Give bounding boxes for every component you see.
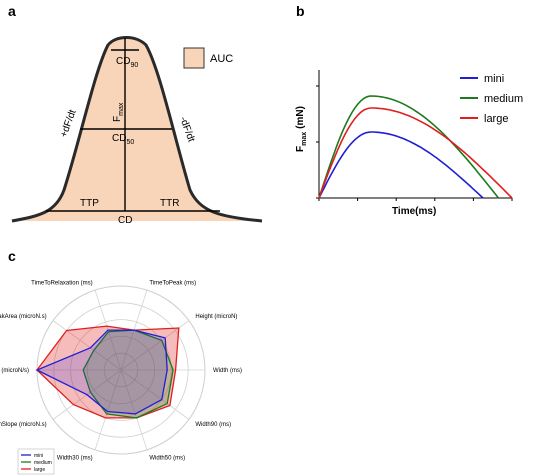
radar-polygon-large xyxy=(36,325,180,419)
panel-a-letter: a xyxy=(8,3,16,19)
radar-axis-label: Width50 (ms) xyxy=(149,456,185,462)
panel-b-legend-label-medium: medium xyxy=(484,93,523,105)
panel-b-line-medium xyxy=(318,95,500,199)
auc-legend-label: AUC xyxy=(210,53,233,65)
radar-axis-label: Width30 (ms) xyxy=(57,456,93,462)
radar-legend-label-mini: mini xyxy=(34,453,43,459)
radar-axis-label: PeakArea (microN.s) xyxy=(0,314,47,320)
radar-axis-label: MaxSlope (microN/s) xyxy=(0,368,29,374)
auc-legend-swatch xyxy=(183,47,205,69)
panel-b-legend-label-mini: mini xyxy=(484,73,504,85)
panel-b-line-mini xyxy=(318,131,484,199)
radar-spoke xyxy=(94,369,122,451)
panel-b-line-large xyxy=(318,107,513,199)
panel-b-y-label: Fmax(mN) xyxy=(295,106,308,152)
panel-b-legend: mini medium large xyxy=(460,73,523,125)
rise-slope-label: +dF/dt xyxy=(58,108,78,139)
auc-curve xyxy=(11,36,263,223)
radar-axis-label: TimeToPeak (ms) xyxy=(149,281,196,287)
fall-slope-label: -dF/dt xyxy=(177,115,196,144)
panel-c-letter: c xyxy=(8,248,16,264)
radar-legend-label-medium: medium xyxy=(34,460,52,466)
ttr-label: TTR xyxy=(160,198,179,209)
panel-b-ticks xyxy=(316,85,513,201)
panel-b-x-label: Time(ms) xyxy=(392,206,436,217)
radar-axis-label: TimeToRelaxation (ms) xyxy=(31,281,92,287)
cd90-label: CD90 xyxy=(116,56,138,69)
radar-polygon-medium xyxy=(82,329,174,419)
panel-b-series xyxy=(318,95,513,199)
cd-label: CD xyxy=(118,215,132,226)
radar-legend-label-large: large xyxy=(34,467,45,473)
radar-polygon-mini xyxy=(35,329,168,415)
radar-axis-labels: TimeToPeak (ms) Height (microN) Width (ms)… xyxy=(0,281,242,462)
cd50-label: CD50 xyxy=(112,133,134,146)
radar-series xyxy=(35,325,180,419)
ttp-label: TTP xyxy=(80,198,99,209)
panel-a-diagram: CD90 CD50 Fmax +dF/dt -dF/dt TTP TTR CD … xyxy=(11,36,263,226)
panel-b-letter: b xyxy=(296,3,305,19)
radar-axis-label: MinSlope (microN.s) xyxy=(0,422,47,428)
radar-spoke xyxy=(120,320,190,371)
radar-spoke xyxy=(120,369,190,420)
radar-axis-label: Width (ms) xyxy=(213,368,242,374)
panel-c-radar: TimeToPeak (ms) Height (microN) Width (ms)… xyxy=(0,281,242,475)
radar-axis-label: Width90 (ms) xyxy=(195,422,231,428)
panel-b-legend-label-large: large xyxy=(484,113,508,125)
fmax-label: Fmax xyxy=(112,102,125,122)
radar-spoke xyxy=(120,369,148,451)
radar-axis-label: Height (microN) xyxy=(195,314,237,320)
radar-spoke xyxy=(52,320,122,371)
panel-b-chart: Time(ms) Fmax(mN) mini medium large xyxy=(295,70,523,217)
